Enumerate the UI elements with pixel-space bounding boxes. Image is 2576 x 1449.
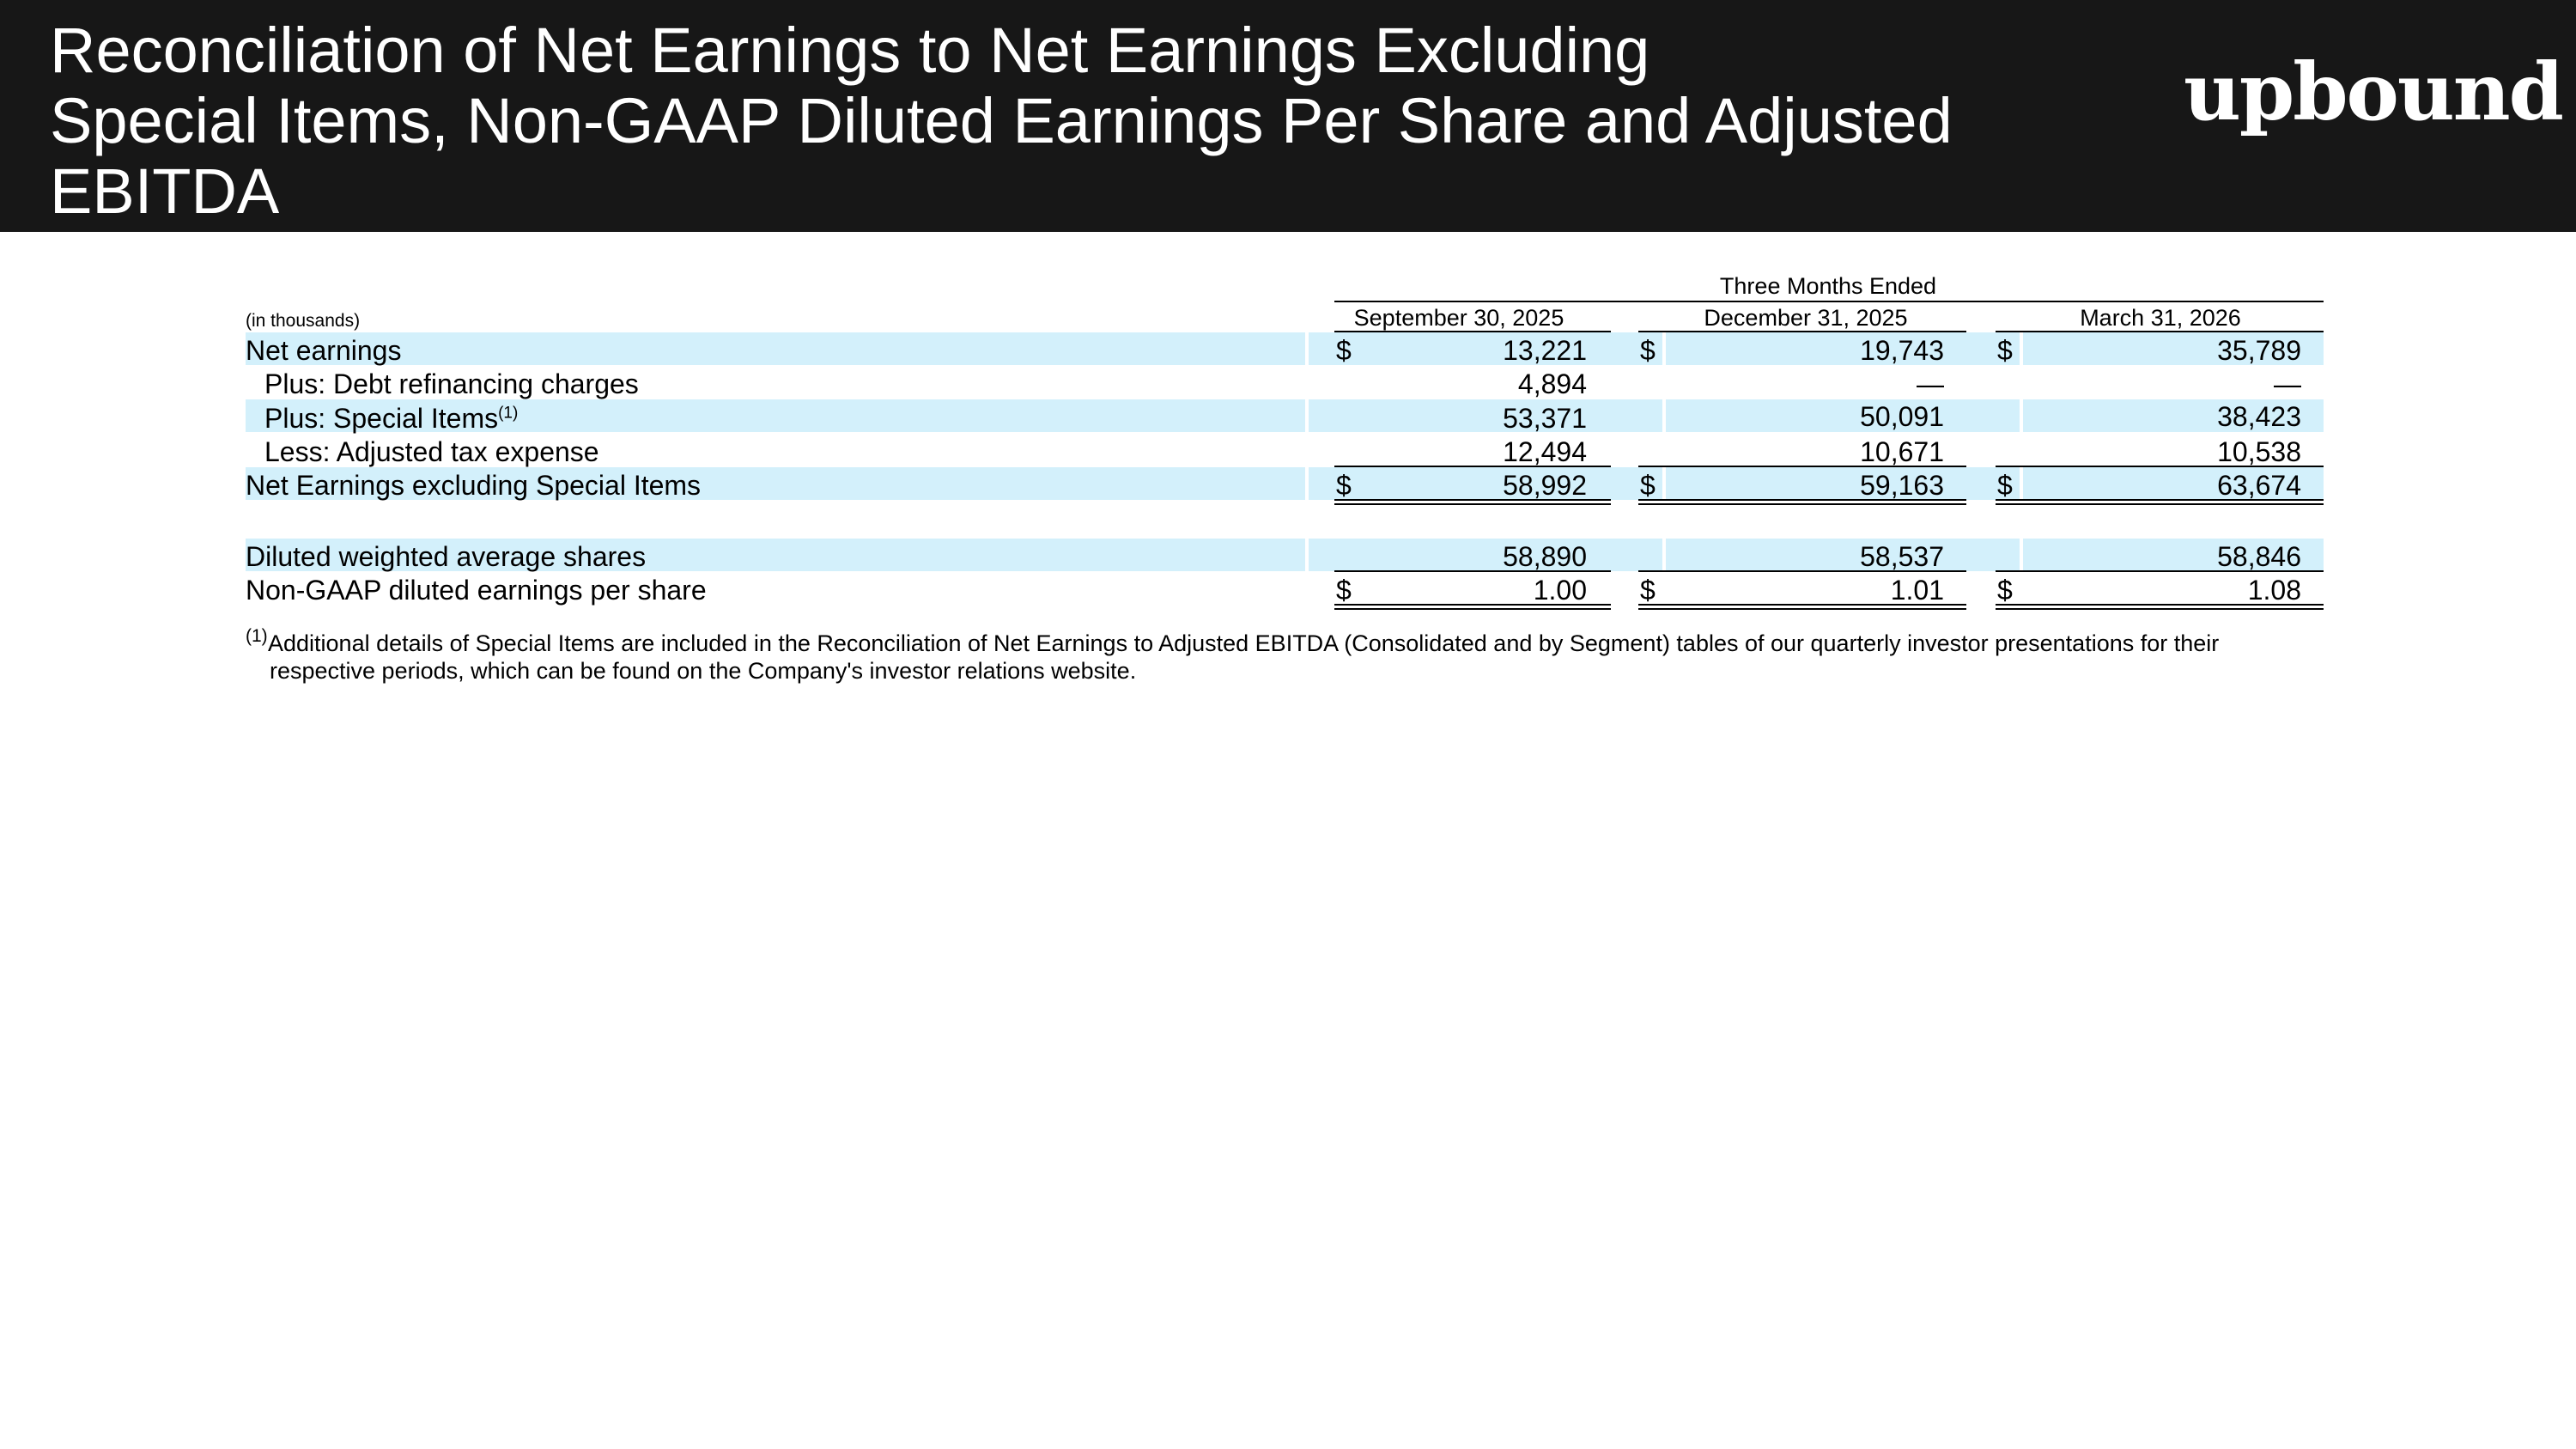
footnote-line-2: respective periods, which can be found o…	[270, 658, 1137, 684]
value-cell: 13,221	[1503, 335, 1587, 366]
value-cell: 1.00	[1533, 575, 1587, 606]
title-line-2: Special Items, Non-GAAP Diluted Earnings…	[50, 85, 1953, 156]
currency-symbol: $	[1336, 575, 1352, 606]
value-cell: 63,674	[2217, 470, 2301, 501]
column-header-sep-2025: September 30, 2025	[1353, 305, 1564, 331]
value-cell: 1.08	[2247, 575, 2301, 606]
value-cell: —	[2274, 368, 2301, 399]
value-cell: 1.01	[1890, 575, 1944, 606]
total-double-rule	[1334, 499, 1611, 505]
value-cell: 4,894	[1517, 368, 1587, 399]
value-cell: 58,890	[1503, 541, 1587, 572]
footnote-marker: (1)	[246, 626, 268, 646]
value-cell: 53,371	[1503, 403, 1587, 434]
row-label-net-earnings-excl: Net Earnings excluding Special Items	[246, 470, 702, 501]
row-label-non-gaap-eps: Non-GAAP diluted earnings per share	[246, 575, 707, 606]
group-header: Three Months Ended	[1719, 273, 1937, 299]
subtotal-rule	[1996, 570, 2324, 572]
title-line-3: EBITDA	[50, 155, 280, 227]
column-header-mar-2026: March 31, 2026	[2080, 305, 2241, 331]
value-cell: 10,671	[1860, 436, 1944, 467]
value-cell: 35,789	[2217, 335, 2301, 366]
subtotal-rule	[1334, 466, 1611, 467]
units-label: (in thousands)	[246, 311, 361, 331]
currency-symbol: $	[1336, 335, 1352, 366]
slide-header: Reconciliation of Net Earnings to Net Ea…	[0, 0, 2576, 232]
upbound-logo: upbound	[2184, 46, 2564, 138]
value-cell: 10,538	[2217, 436, 2301, 467]
column-header-rule	[1334, 331, 1611, 332]
total-double-rule	[1638, 499, 1966, 505]
column-header-rule	[1638, 331, 1966, 332]
title-line-1: Reconciliation of Net Earnings to Net Ea…	[50, 15, 1650, 86]
subtotal-rule	[1334, 570, 1611, 572]
subtotal-rule	[1638, 570, 1966, 572]
column-header-rule	[1996, 331, 2324, 332]
total-double-rule	[1996, 604, 2324, 610]
currency-symbol: $	[1640, 470, 1656, 501]
column-header-dec-2025: December 31, 2025	[1704, 305, 1908, 331]
footnote-marker: (1)	[498, 404, 519, 423]
total-double-rule	[1996, 499, 2324, 505]
row-label-net-earnings: Net earnings	[246, 335, 402, 366]
row-band	[246, 539, 2324, 571]
subtotal-rule	[1638, 466, 1966, 467]
row-label-special-items: Plus: Special Items(1)	[264, 402, 518, 435]
value-cell: 59,163	[1860, 470, 1944, 501]
row-label-debt-refinancing: Plus: Debt refinancing charges	[264, 368, 639, 399]
group-header-rule	[1334, 301, 2324, 302]
currency-symbol: $	[1640, 335, 1656, 366]
value-cell: 58,992	[1503, 470, 1587, 501]
value-cell: 58,846	[2217, 541, 2301, 572]
row-band	[246, 467, 2324, 500]
value-cell: 19,743	[1860, 335, 1944, 366]
row-band	[246, 399, 2324, 432]
value-cell: 12,494	[1503, 436, 1587, 467]
total-double-rule	[1334, 604, 1611, 610]
subtotal-rule	[1996, 466, 2324, 467]
footnote-line-1: Additional details of Special Items are …	[268, 630, 2220, 656]
currency-symbol: $	[1997, 335, 2013, 366]
value-cell: 58,537	[1860, 541, 1944, 572]
total-double-rule	[1638, 604, 1966, 610]
row-label-adjusted-tax: Less: Adjusted tax expense	[264, 436, 599, 467]
currency-symbol: $	[1640, 575, 1656, 606]
value-cell: —	[1917, 368, 1944, 399]
row-label-diluted-shares: Diluted weighted average shares	[246, 541, 647, 572]
value-cell: 50,091	[1860, 401, 1944, 432]
row-band	[246, 332, 2324, 365]
row-label-text: Plus: Special Items	[264, 403, 499, 434]
currency-symbol: $	[1336, 470, 1352, 501]
slide-title: Reconciliation of Net Earnings to Net Ea…	[50, 15, 2025, 227]
currency-symbol: $	[1997, 575, 2013, 606]
currency-symbol: $	[1997, 470, 2013, 501]
value-cell: 38,423	[2217, 401, 2301, 432]
